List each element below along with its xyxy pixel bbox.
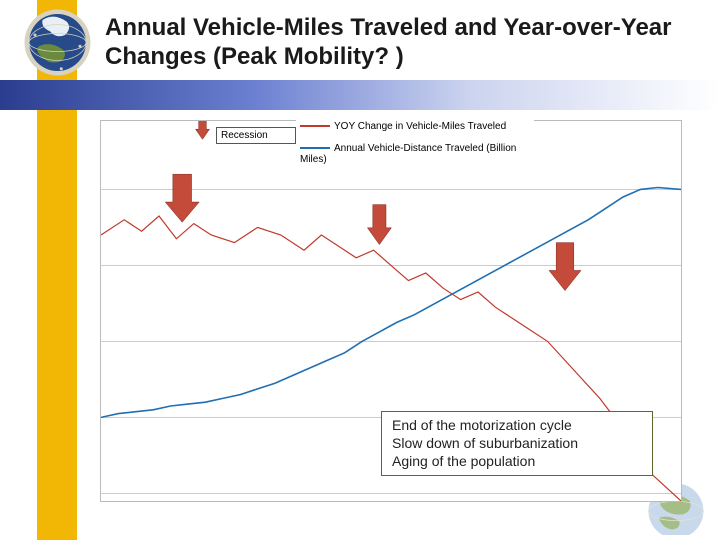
annotation-line-2: Slow down of suburbanization <box>392 434 642 452</box>
annotation-callout: End of the motorization cycle Slow down … <box>381 411 653 476</box>
slide-title: Annual Vehicle-Miles Traveled and Year-o… <box>105 14 695 72</box>
annotation-line-1: End of the motorization cycle <box>392 416 642 434</box>
slide-root: Annual Vehicle-Miles Traveled and Year-o… <box>0 0 720 540</box>
globe-logo-top <box>20 5 95 80</box>
header-gradient-band <box>0 80 720 110</box>
annotation-line-3: Aging of the population <box>392 452 642 470</box>
chart-container: Recession YOY Change in Vehicle-Miles Tr… <box>100 120 682 502</box>
